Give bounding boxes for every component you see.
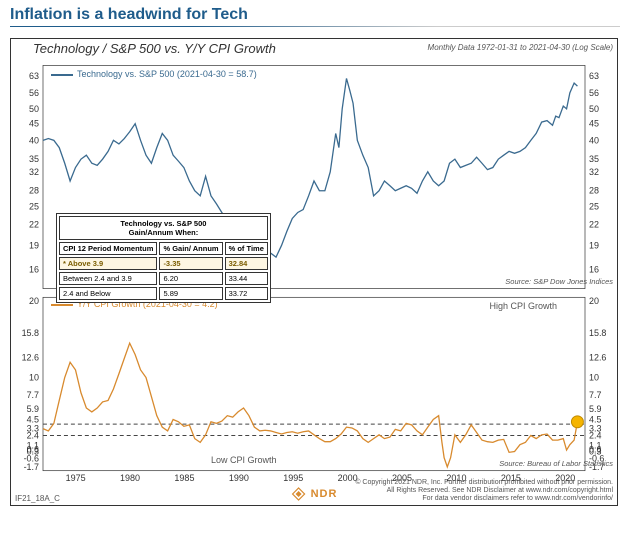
svg-text:56: 56 bbox=[29, 88, 39, 98]
svg-text:4.5: 4.5 bbox=[589, 415, 601, 425]
svg-text:25: 25 bbox=[589, 202, 599, 212]
svg-text:22: 22 bbox=[589, 220, 599, 230]
svg-text:15.8: 15.8 bbox=[22, 328, 39, 338]
x-tick: 1985 bbox=[174, 473, 194, 483]
svg-text:15.8: 15.8 bbox=[589, 328, 606, 338]
svg-text:56: 56 bbox=[589, 88, 599, 98]
page-title: Inflation is a headwind for Tech bbox=[0, 0, 630, 26]
svg-text:40: 40 bbox=[589, 135, 599, 145]
svg-text:1.1: 1.1 bbox=[27, 440, 39, 450]
svg-text:1.1: 1.1 bbox=[589, 440, 601, 450]
svg-text:12.6: 12.6 bbox=[22, 353, 39, 363]
ndr-logo: NDR bbox=[291, 486, 338, 502]
svg-text:7.7: 7.7 bbox=[589, 390, 601, 400]
title-rule bbox=[10, 26, 620, 27]
chart-subtitle: Technology / S&P 500 vs. Y/Y CPI Growth bbox=[33, 41, 276, 56]
svg-text:32: 32 bbox=[589, 167, 599, 177]
top-source: Source: S&P Dow Jones Indices bbox=[505, 277, 613, 286]
ndr-label: NDR bbox=[311, 488, 338, 500]
footer-code: IF21_18A_C bbox=[15, 494, 60, 503]
date-range-note: Monthly Data 1972-01-31 to 2021-04-30 (L… bbox=[428, 43, 613, 52]
bottom-plot: -1.7-1.7-0.6-0.60.30.30.60.61.11.12.42.4… bbox=[43, 297, 585, 471]
svg-text:32: 32 bbox=[29, 167, 39, 177]
svg-text:35: 35 bbox=[589, 154, 599, 164]
svg-text:3.3: 3.3 bbox=[589, 424, 601, 434]
chart-container: Technology / S&P 500 vs. Y/Y CPI Growth … bbox=[10, 38, 618, 506]
x-tick: 1990 bbox=[229, 473, 249, 483]
svg-text:10: 10 bbox=[29, 372, 39, 382]
svg-text:10: 10 bbox=[589, 372, 599, 382]
inset-table: Technology vs. S&P 500Gain/Annum When:CP… bbox=[56, 213, 271, 303]
svg-text:4.5: 4.5 bbox=[27, 415, 39, 425]
svg-text:63: 63 bbox=[589, 71, 599, 81]
svg-text:20: 20 bbox=[589, 296, 599, 306]
svg-text:28: 28 bbox=[589, 186, 599, 196]
svg-text:5.9: 5.9 bbox=[27, 404, 39, 414]
svg-text:19: 19 bbox=[29, 240, 39, 250]
copyright: © Copyright 2021 NDR, Inc. Further distr… bbox=[355, 479, 613, 503]
svg-text:19: 19 bbox=[589, 240, 599, 250]
svg-text:50: 50 bbox=[29, 104, 39, 114]
low-cpi-label: Low CPI Growth bbox=[211, 455, 277, 465]
svg-text:22: 22 bbox=[29, 220, 39, 230]
svg-text:45: 45 bbox=[589, 119, 599, 129]
svg-text:16: 16 bbox=[589, 265, 599, 275]
svg-text:16: 16 bbox=[29, 265, 39, 275]
svg-text:20: 20 bbox=[29, 296, 39, 306]
svg-text:25: 25 bbox=[29, 202, 39, 212]
svg-text:63: 63 bbox=[29, 71, 39, 81]
svg-text:45: 45 bbox=[29, 119, 39, 129]
svg-text:7.7: 7.7 bbox=[27, 390, 39, 400]
svg-text:5.9: 5.9 bbox=[589, 404, 601, 414]
svg-text:12.6: 12.6 bbox=[589, 353, 606, 363]
svg-text:40: 40 bbox=[29, 135, 39, 145]
svg-text:3.3: 3.3 bbox=[27, 424, 39, 434]
bottom-source: Source: Bureau of Labor Statistics bbox=[499, 459, 613, 468]
svg-text:50: 50 bbox=[589, 104, 599, 114]
x-tick: 1975 bbox=[66, 473, 86, 483]
svg-text:28: 28 bbox=[29, 186, 39, 196]
svg-text:35: 35 bbox=[29, 154, 39, 164]
x-tick: 1995 bbox=[283, 473, 303, 483]
x-tick: 1980 bbox=[120, 473, 140, 483]
